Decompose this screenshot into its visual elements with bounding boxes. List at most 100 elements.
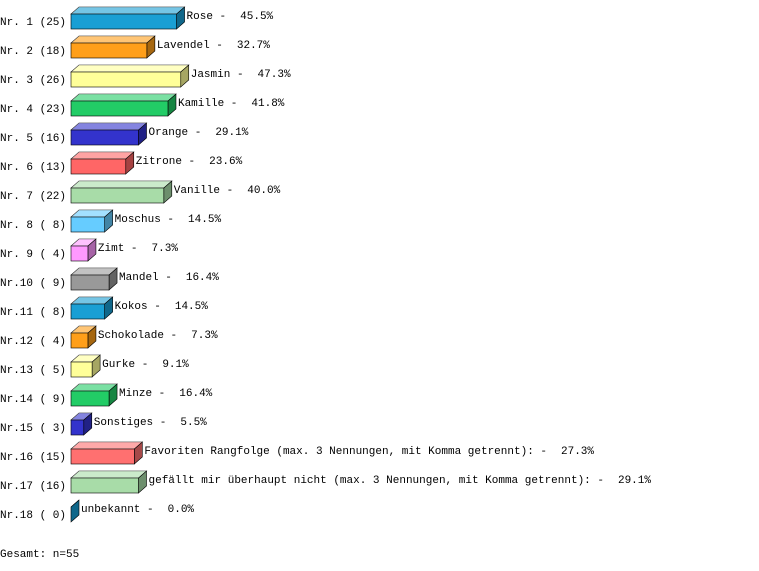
bar-top-shade	[71, 152, 134, 159]
bar-label: Sonstiges - 5.5%	[94, 417, 207, 429]
row-label: Nr.16 (15)	[0, 452, 66, 464]
value-label: 14.5%	[188, 214, 221, 226]
row-label: Nr.15 ( 3)	[0, 423, 66, 435]
bar-side-shade	[134, 442, 143, 464]
bar-name: Zimt -	[98, 243, 138, 255]
bar	[70, 129, 139, 146]
bar-label: Zitrone - 23.6%	[136, 156, 243, 168]
bar	[70, 448, 135, 465]
bar	[70, 100, 169, 117]
bar-label: Moschus - 14.5%	[115, 214, 222, 226]
row-label: Nr.13 ( 5)	[0, 365, 66, 377]
row-label: Nr. 2 (18)	[0, 46, 66, 58]
bar-top-shade	[71, 210, 113, 217]
value-label: 7.3%	[152, 243, 179, 255]
bar-name: Kamille -	[178, 98, 237, 110]
bar	[70, 245, 89, 262]
bar-top-shade	[71, 442, 143, 449]
bar	[70, 419, 85, 436]
bar-top-shade	[71, 297, 113, 304]
value-label: 32.7%	[237, 40, 270, 52]
bar-side-shade	[87, 239, 96, 261]
bar-label: Favoriten Rangfolge (max. 3 Nennungen, m…	[144, 446, 594, 458]
row-label: Nr. 1 (25)	[0, 17, 66, 29]
value-label: 45.5%	[240, 11, 273, 23]
bar	[70, 187, 165, 204]
bar-side-shade	[167, 94, 176, 116]
bar	[70, 158, 127, 175]
row-label: Nr. 5 (16)	[0, 133, 66, 145]
bar-name: Rose -	[187, 11, 227, 23]
value-label: 27.3%	[561, 446, 594, 458]
bar	[70, 42, 148, 59]
bar-name: Zitrone -	[136, 156, 195, 168]
bar-name: Jasmin -	[191, 69, 244, 81]
bar-label: Vanille - 40.0%	[174, 185, 281, 197]
bar-top-shade	[71, 36, 155, 43]
bar-top-shade	[71, 94, 176, 101]
row-label: Nr.18 ( 0)	[0, 510, 66, 522]
bar-top-shade	[71, 413, 92, 420]
bar-name: Orange -	[149, 127, 202, 139]
bar-label: gefällt mir überhaupt nicht (max. 3 Nenn…	[149, 475, 652, 487]
row-label: Nr. 4 (23)	[0, 104, 66, 116]
bar	[70, 274, 110, 291]
bar	[70, 361, 93, 378]
bar	[70, 390, 110, 407]
bar-top-shade	[71, 7, 185, 14]
bar-side-shade	[104, 210, 113, 232]
bar	[70, 71, 182, 88]
bar-name: unbekannt -	[81, 504, 154, 516]
row-label: Nr. 6 (13)	[0, 162, 66, 174]
bar-side-shade	[109, 268, 118, 290]
row-label: Nr.12 ( 4)	[0, 336, 66, 348]
value-label: 23.6%	[209, 156, 242, 168]
bar-label: Kamille - 41.8%	[178, 98, 285, 110]
bar	[70, 303, 105, 320]
value-label: 14.5%	[175, 301, 208, 313]
bar-label: Orange - 29.1%	[149, 127, 249, 139]
bar-side-shade	[125, 152, 134, 174]
row-label: Nr.11 ( 8)	[0, 307, 66, 319]
bar-name: Vanille -	[174, 185, 233, 197]
bar-side-shade	[180, 65, 189, 87]
bar-name: Kokos -	[115, 301, 161, 313]
row-label: Nr.17 (16)	[0, 481, 66, 493]
bar-label: Rose - 45.5%	[187, 11, 274, 23]
bar	[70, 216, 105, 233]
bar-side	[70, 499, 80, 523]
bar-label: Lavendel - 32.7%	[157, 40, 270, 52]
footer: Gesamt: n=55	[0, 549, 79, 561]
value-label: 9.1%	[162, 359, 189, 371]
value-label: 5.5%	[180, 417, 207, 429]
bar-top-shade	[71, 384, 118, 391]
bar-top-shade	[71, 65, 189, 72]
bar-side-shade	[176, 7, 185, 29]
bar-label: Zimt - 7.3%	[98, 243, 178, 255]
row-label: Nr. 8 ( 8)	[0, 220, 66, 232]
row-label: Nr.10 ( 9)	[0, 278, 66, 290]
bar-top-shade	[71, 123, 147, 130]
value-label: 16.4%	[179, 388, 212, 400]
value-label: 47.3%	[258, 69, 291, 81]
value-label: 16.4%	[186, 272, 219, 284]
bar-label: Schokolade - 7.3%	[98, 330, 218, 342]
bar-name: Schokolade -	[98, 330, 177, 342]
value-label: 40.0%	[247, 185, 280, 197]
value-label: 7.3%	[191, 330, 218, 342]
bar-name: Minze -	[119, 388, 165, 400]
row-label: Nr.14 ( 9)	[0, 394, 66, 406]
bar	[70, 13, 177, 30]
bar-label: Minze - 16.4%	[119, 388, 213, 400]
bar-side-shade	[87, 326, 96, 348]
bar-label: Gurke - 9.1%	[102, 359, 189, 371]
value-label: 41.8%	[251, 98, 284, 110]
bar-name: gefällt mir überhaupt nicht (max. 3 Nenn…	[149, 475, 604, 487]
bar-name: Sonstiges -	[94, 417, 167, 429]
bar-side-shade	[109, 384, 118, 406]
bar-top-shade	[71, 471, 147, 478]
bar-side-shade	[163, 181, 172, 203]
bar-side-shade	[138, 123, 147, 145]
bar-label: unbekannt - 0.0%	[81, 504, 194, 516]
